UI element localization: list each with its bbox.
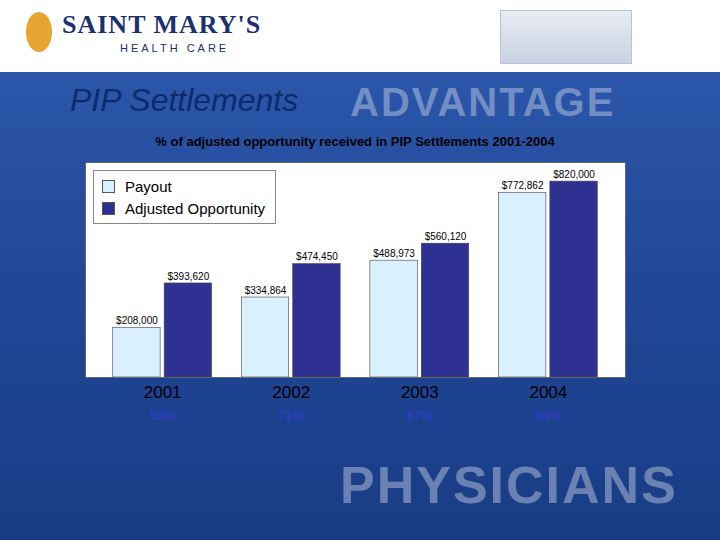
svg-text:$488,973: $488,973 [373, 248, 415, 259]
html-text:ADVANTAGE: ADVANTAGE [350, 80, 616, 124]
html-text:PHYSICIANS: PHYSICIANS [340, 456, 678, 514]
html-text:Adjusted Opportunity: Adjusted Opportunity [125, 199, 266, 217]
svg-text:2002: 2002 [272, 383, 310, 402]
svg-text:$560,120: $560,120 [425, 231, 467, 242]
svg-text:$772,862: $772,862 [502, 180, 544, 191]
svg-text:87%: 87% [407, 408, 433, 423]
svg-text:$208,000: $208,000 [116, 315, 158, 326]
html-text:% of adjusted opportunity rece: % of adjusted opportunity received in PI… [155, 134, 555, 149]
html-text:HEALTH CARE: HEALTH CARE [120, 42, 230, 54]
svg-text:53%: 53% [150, 408, 176, 423]
svg-text:2004: 2004 [529, 383, 567, 402]
svg-text:71%: 71% [278, 408, 304, 423]
svg-text:2003: 2003 [401, 383, 439, 402]
svg-text:$820,000: $820,000 [553, 169, 595, 180]
html-text:Payout: Payout [125, 177, 172, 195]
svg-text:$393,620: $393,620 [167, 271, 209, 282]
svg-text:94%: 94% [535, 408, 561, 423]
html-text:PIP Settlements: PIP Settlements [70, 82, 299, 118]
svg-text:$334,864: $334,864 [245, 285, 287, 296]
svg-text:2001: 2001 [144, 383, 182, 402]
svg-text:$474,450: $474,450 [296, 251, 338, 262]
html-text:SAINT MARY'S: SAINT MARY'S [62, 10, 262, 39]
